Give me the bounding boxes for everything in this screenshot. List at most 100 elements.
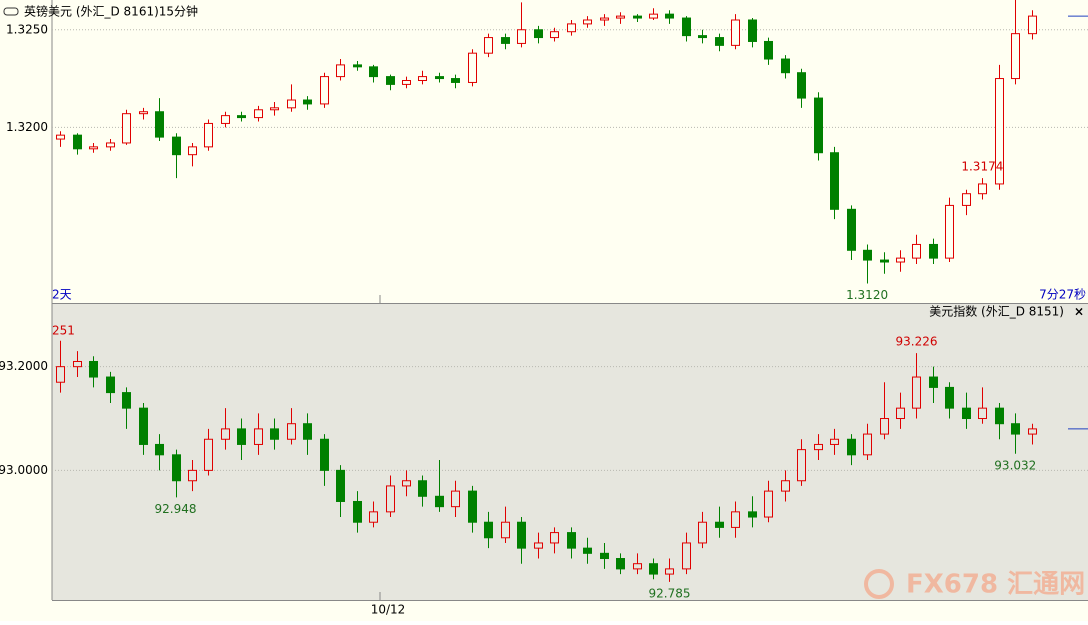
chart-title: 美元指数 (外汇_D 8151) bbox=[929, 304, 1064, 319]
candle-body bbox=[501, 37, 510, 44]
candle-body bbox=[353, 500, 362, 523]
candle-body bbox=[814, 97, 823, 154]
candle-body bbox=[929, 376, 938, 388]
candle-body bbox=[929, 243, 938, 259]
candle-body bbox=[155, 443, 164, 456]
candle-body bbox=[1011, 33, 1020, 80]
candle-body bbox=[797, 72, 806, 99]
candle-body bbox=[501, 521, 510, 539]
candle-body bbox=[155, 111, 164, 138]
candle-body bbox=[89, 146, 98, 150]
annotation: 1.3120 bbox=[846, 288, 888, 302]
countdown: 7分27秒 bbox=[1039, 288, 1086, 302]
candle-body bbox=[402, 80, 411, 85]
candle-body bbox=[715, 521, 724, 528]
candle-body bbox=[369, 66, 378, 78]
candle-body bbox=[945, 386, 954, 409]
candle-body bbox=[517, 29, 526, 44]
candle-body bbox=[418, 76, 427, 82]
candle-body bbox=[567, 532, 576, 549]
candle-body bbox=[204, 438, 213, 471]
candle-body bbox=[764, 40, 773, 60]
candle-body bbox=[600, 17, 609, 21]
candle-body bbox=[204, 122, 213, 148]
period-label: 2天 bbox=[52, 288, 72, 302]
candle-body bbox=[451, 490, 460, 508]
candle-body bbox=[402, 480, 411, 487]
candle-body bbox=[237, 115, 246, 119]
candle-body bbox=[995, 78, 1004, 185]
y-tick-label: 1.3200 bbox=[6, 120, 48, 134]
candle-body bbox=[748, 19, 757, 42]
candle-body bbox=[649, 563, 658, 575]
candle-body bbox=[534, 29, 543, 39]
candle-body bbox=[698, 521, 707, 544]
candle-body bbox=[369, 511, 378, 523]
candle-body bbox=[89, 360, 98, 378]
candle-body bbox=[534, 542, 543, 549]
candle-body bbox=[270, 107, 279, 111]
candle-body bbox=[56, 134, 65, 140]
candle-body bbox=[649, 13, 658, 19]
candle-body bbox=[1011, 423, 1020, 435]
candle-body bbox=[418, 480, 427, 497]
y-tick-label: 93.2000 bbox=[0, 359, 48, 373]
candle-body bbox=[386, 76, 395, 85]
candle-body bbox=[484, 521, 493, 539]
candle-body bbox=[172, 454, 181, 482]
candle-body bbox=[682, 17, 691, 37]
top-panel-bg bbox=[0, 0, 1088, 304]
candle-body bbox=[468, 490, 477, 523]
candle-body bbox=[814, 443, 823, 451]
candle-body bbox=[254, 109, 263, 119]
candle-body bbox=[303, 423, 312, 440]
candle-body bbox=[896, 407, 905, 420]
panel-icon bbox=[3, 7, 19, 16]
candle-body bbox=[73, 360, 82, 368]
candle-body bbox=[254, 428, 263, 445]
candle-body bbox=[122, 113, 131, 144]
candle-body bbox=[665, 13, 674, 19]
candle-body bbox=[139, 111, 148, 115]
candle-body bbox=[781, 58, 790, 74]
candle-body bbox=[583, 547, 592, 554]
candle-body bbox=[122, 392, 131, 409]
candle-body bbox=[287, 423, 296, 440]
candle-body bbox=[682, 542, 691, 570]
candle-body bbox=[781, 480, 790, 492]
candle-body bbox=[830, 438, 839, 445]
candle-body bbox=[484, 37, 493, 54]
candle-body bbox=[435, 495, 444, 508]
candle-body bbox=[550, 532, 559, 544]
candle-body bbox=[978, 183, 987, 195]
partial-label: 251 bbox=[52, 324, 75, 338]
watermark: FX678 汇通网 bbox=[906, 570, 1085, 600]
candle-body bbox=[912, 376, 921, 409]
candle-body bbox=[1028, 15, 1037, 35]
candle-body bbox=[188, 469, 197, 482]
candle-body bbox=[451, 78, 460, 83]
candle-body bbox=[830, 152, 839, 210]
y-tick-label: 93.0000 bbox=[0, 463, 48, 477]
candle-body bbox=[386, 485, 395, 513]
candle-body bbox=[715, 37, 724, 46]
candle-body bbox=[665, 568, 674, 575]
candle-body bbox=[188, 146, 197, 156]
candle-body bbox=[172, 136, 181, 156]
candle-body bbox=[56, 366, 65, 383]
candle-body bbox=[616, 15, 625, 19]
candle-body bbox=[863, 433, 872, 456]
candle-body bbox=[303, 99, 312, 105]
annotation: 92.785 bbox=[649, 586, 691, 600]
candle-body bbox=[847, 438, 856, 456]
close-button[interactable]: × bbox=[1074, 305, 1084, 319]
chart-title: 英镑美元 (外汇_D 8161)15分钟 bbox=[24, 4, 198, 19]
candle-body bbox=[221, 115, 230, 124]
annotation: 93.226 bbox=[896, 335, 938, 349]
candle-body bbox=[106, 142, 115, 148]
annotation: 1.3174 bbox=[961, 160, 1003, 174]
candle-body bbox=[320, 76, 329, 105]
candle-body bbox=[731, 511, 740, 528]
candle-body bbox=[633, 563, 642, 570]
candle-body bbox=[270, 428, 279, 440]
